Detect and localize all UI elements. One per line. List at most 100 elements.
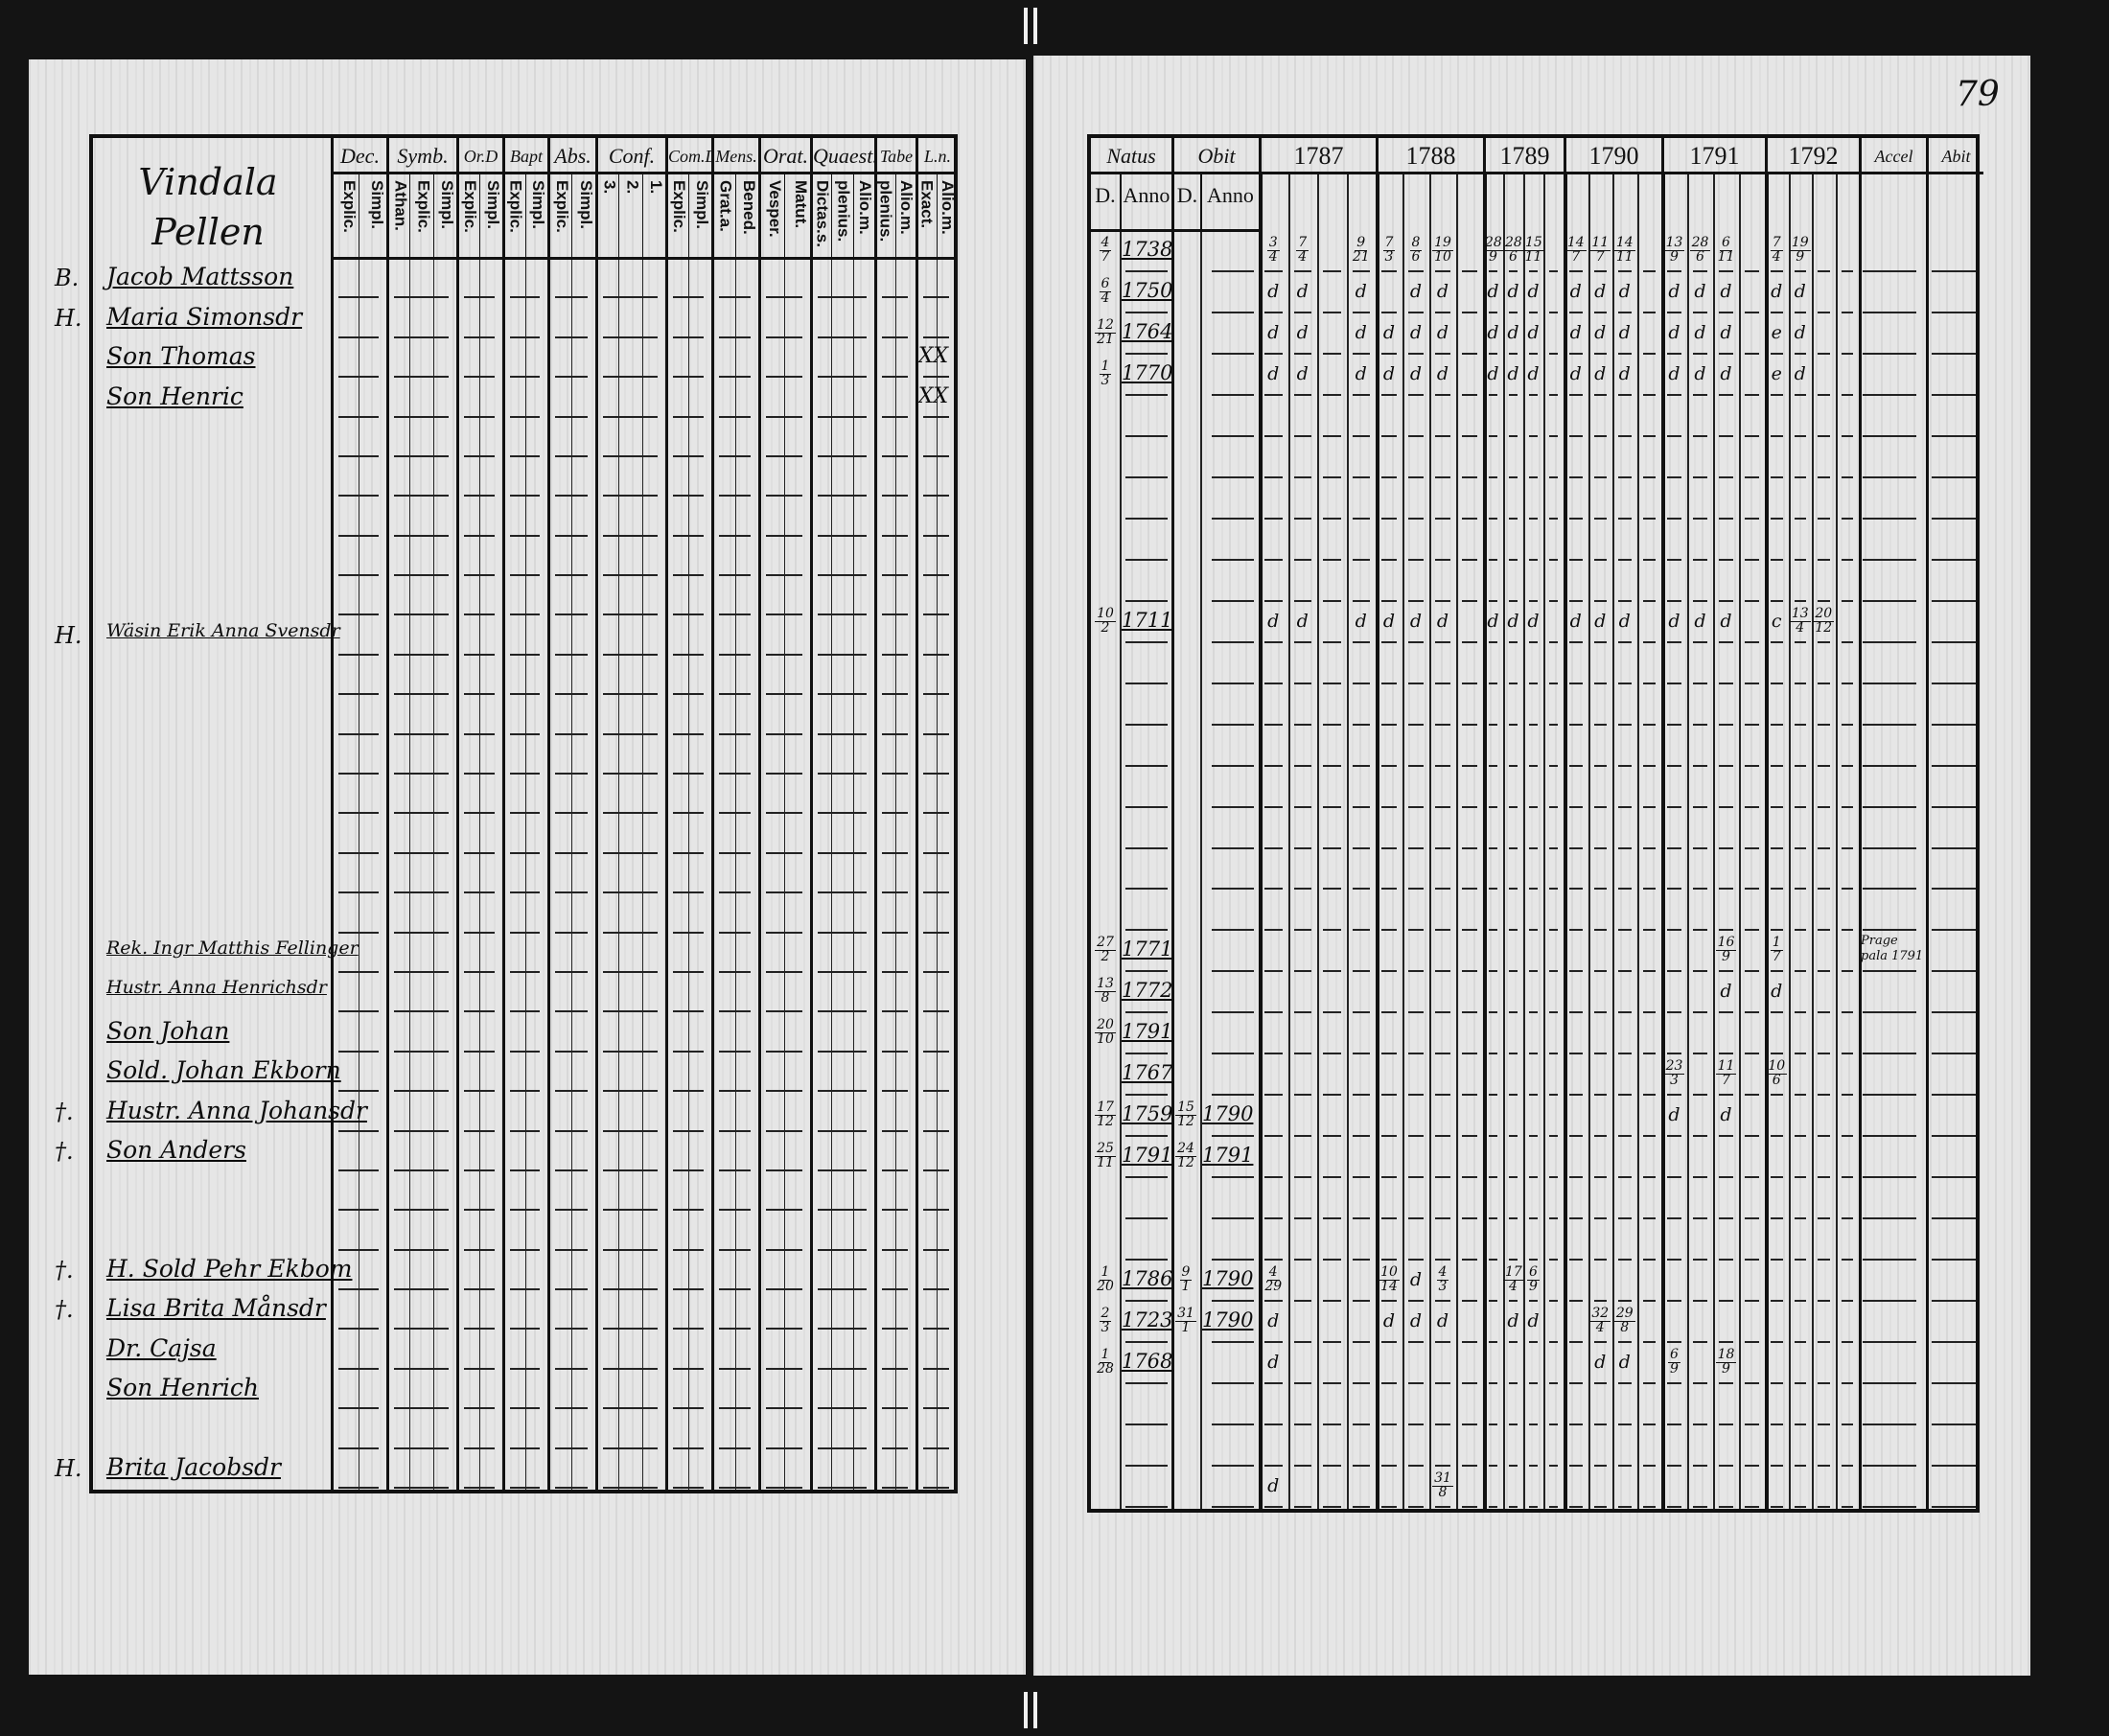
row-dash	[766, 376, 802, 379]
row-dash	[1618, 1217, 1632, 1220]
row-dash	[1932, 393, 1976, 396]
resident-name: Wäsin Erik Anna Svensdr	[106, 619, 340, 641]
row-dash	[818, 1367, 867, 1370]
exam-mark: 19 10	[1432, 235, 1453, 265]
row-dash	[1323, 599, 1341, 602]
row-dash	[766, 732, 802, 735]
row-dash	[1125, 1259, 1168, 1261]
exam-mark: 19 9	[1789, 235, 1811, 265]
row-dash	[766, 891, 802, 894]
exam-mark: d	[1267, 321, 1280, 343]
row-dash	[1323, 1465, 1341, 1468]
row-dash	[1489, 929, 1497, 932]
year-rule	[1483, 174, 1487, 1509]
row-dash	[1863, 1424, 1916, 1426]
row-dash	[1794, 269, 1806, 272]
year-rule	[1376, 174, 1379, 1509]
row-dash	[1771, 1094, 1783, 1097]
column-subheader: Simpl.	[479, 174, 502, 260]
row-dash	[673, 1447, 704, 1449]
row-dash	[673, 415, 704, 418]
row-dash	[464, 1487, 495, 1489]
row-dash	[1264, 1053, 1283, 1055]
row-dash	[923, 812, 949, 815]
row-dash	[1818, 1094, 1830, 1097]
resident-name: Hustr. Anna Henrichsdr	[106, 977, 327, 999]
row-dash	[1618, 393, 1632, 396]
row-dash	[1408, 1424, 1424, 1426]
row-dash	[1719, 599, 1733, 602]
row-dash	[1642, 269, 1656, 272]
row-dash	[1569, 1341, 1583, 1344]
row-dash	[1549, 269, 1558, 272]
row-dash	[923, 613, 949, 616]
row-dash	[1381, 888, 1397, 891]
row-dash	[1462, 434, 1477, 437]
column-header-accel: Accel	[1859, 138, 1926, 174]
row-dash	[1264, 1011, 1283, 1014]
row-dash	[673, 693, 704, 696]
row-dash	[1818, 311, 1830, 313]
row-dash	[1293, 1341, 1311, 1344]
exam-mark: d	[1618, 362, 1631, 384]
row-dash	[1719, 929, 1733, 932]
column-rule	[386, 260, 389, 1490]
row-dash	[1489, 1341, 1497, 1344]
row-dash	[1569, 1259, 1583, 1261]
row-dash	[1863, 393, 1916, 396]
row-dash	[1529, 1176, 1538, 1179]
column-subheader: Simpl.	[688, 174, 711, 260]
row-dash	[1125, 723, 1168, 726]
row-dash	[1125, 1300, 1168, 1303]
row-dash	[1618, 1465, 1632, 1468]
row-dash	[1693, 929, 1707, 932]
row-dash	[1462, 1259, 1477, 1261]
row-dash	[1932, 888, 1976, 891]
exam-mark: 20 12	[1813, 605, 1835, 636]
exam-mark: d	[1694, 280, 1706, 302]
exam-mark: 11 7	[1715, 1058, 1737, 1089]
row-dash	[1693, 352, 1707, 355]
exam-mark: d	[1382, 321, 1396, 343]
row-dash	[1745, 723, 1759, 726]
column-header: Abs.	[547, 138, 595, 174]
row-dash	[1667, 393, 1681, 396]
column-subheader: Simpl.	[571, 174, 595, 260]
row-dash	[719, 1209, 751, 1212]
row-dash	[1719, 558, 1733, 561]
row-dash	[1569, 352, 1583, 355]
margin-note: H.	[55, 304, 82, 332]
row-dash	[1667, 517, 1681, 520]
row-dash	[603, 1209, 658, 1212]
row-dash	[1125, 929, 1168, 932]
row-dash	[1569, 1053, 1583, 1055]
row-dash	[1212, 1176, 1254, 1179]
row-dash	[1569, 1506, 1583, 1508]
row-dash	[464, 1050, 495, 1053]
row-dash	[1794, 1259, 1806, 1261]
row-dash	[882, 574, 908, 577]
row-dash	[1489, 970, 1497, 973]
column-header: Dec.	[331, 138, 386, 174]
row-dash	[603, 534, 658, 537]
row-dash	[1264, 846, 1283, 849]
row-dash	[1719, 1176, 1733, 1179]
row-dash	[394, 296, 449, 299]
row-dash	[1462, 1135, 1477, 1138]
row-dash	[1293, 558, 1311, 561]
row-dash	[1381, 475, 1397, 478]
row-dash	[1549, 1094, 1558, 1097]
row-dash	[1509, 393, 1518, 396]
row-dash	[1771, 558, 1783, 561]
row-dash	[1863, 1506, 1916, 1508]
row-dash	[1435, 352, 1450, 355]
row-dash	[673, 534, 704, 537]
row-dash	[923, 931, 949, 934]
row-dash	[1818, 846, 1830, 849]
row-dash	[1771, 1176, 1783, 1179]
row-dash	[510, 574, 540, 577]
year-rule	[1259, 174, 1263, 1509]
exam-mark: d	[1569, 280, 1582, 302]
exam-mark: d	[1668, 280, 1680, 302]
row-dash	[1293, 1176, 1311, 1179]
